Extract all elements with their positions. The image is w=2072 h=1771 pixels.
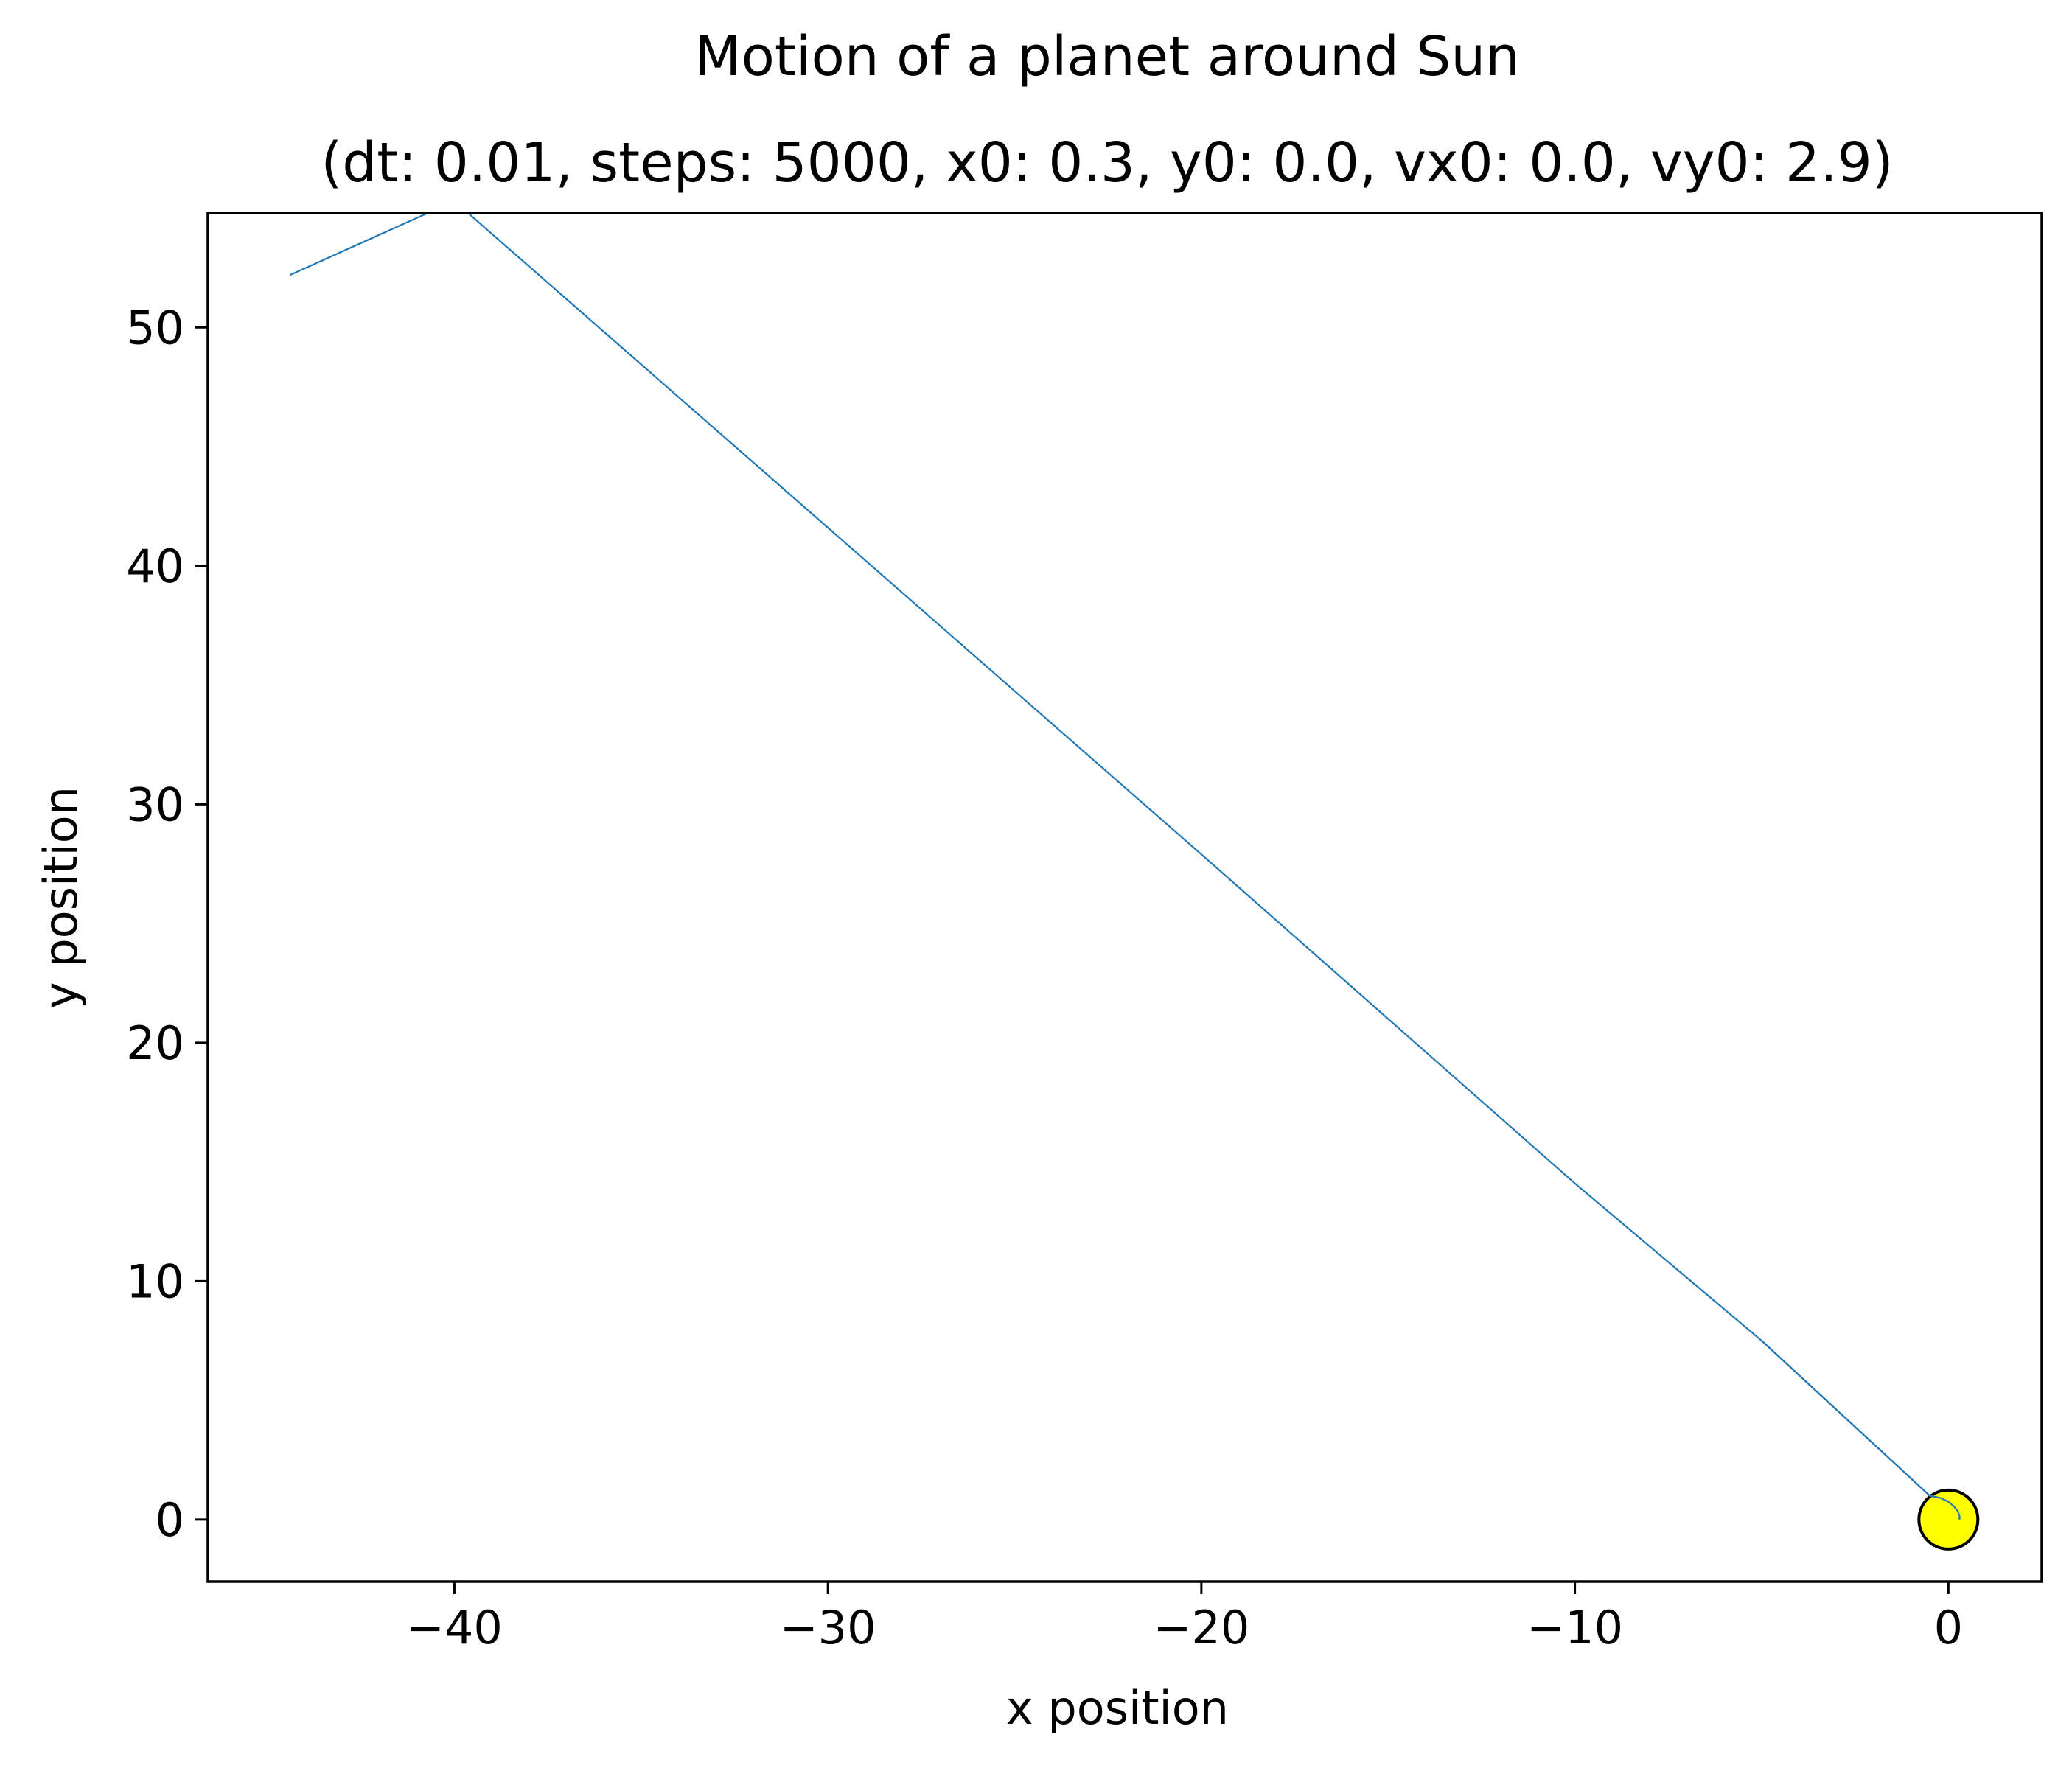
y-tick-label: 20 — [126, 1016, 184, 1070]
y-axis-label: y position — [34, 786, 88, 1009]
y-tick-label: 50 — [126, 301, 184, 354]
x-axis-label: x position — [1006, 1681, 1229, 1735]
chart-title: Motion of a planet around Sun — [694, 25, 1520, 88]
y-tick-label: 0 — [156, 1493, 184, 1547]
axes-frame — [206, 212, 2043, 1583]
x-tick-label: −40 — [406, 1601, 503, 1655]
sun-marker — [1917, 1488, 1980, 1551]
series-line-near-sun-0 — [1761, 1340, 1961, 1520]
y-tick-label: 10 — [126, 1254, 184, 1308]
x-axis-ticks: −40 −30 −20 −10 0 — [406, 1582, 1963, 1655]
marker-layer — [1761, 1340, 1980, 1551]
chart-subtitle: (dt: 0.01, steps: 5000, x0: 0.3, y0: 0.0… — [321, 131, 1893, 195]
x-tick-label: −30 — [780, 1601, 876, 1655]
x-tick-label: 0 — [1934, 1601, 1963, 1655]
series-overlay — [1761, 1340, 1961, 1520]
y-axis-ticks: 0 10 20 30 40 50 — [126, 301, 208, 1547]
y-tick-label: 40 — [126, 539, 184, 593]
y-tick-label: 30 — [126, 778, 184, 831]
x-tick-label: −10 — [1527, 1601, 1623, 1655]
x-tick-label: −20 — [1153, 1601, 1249, 1655]
